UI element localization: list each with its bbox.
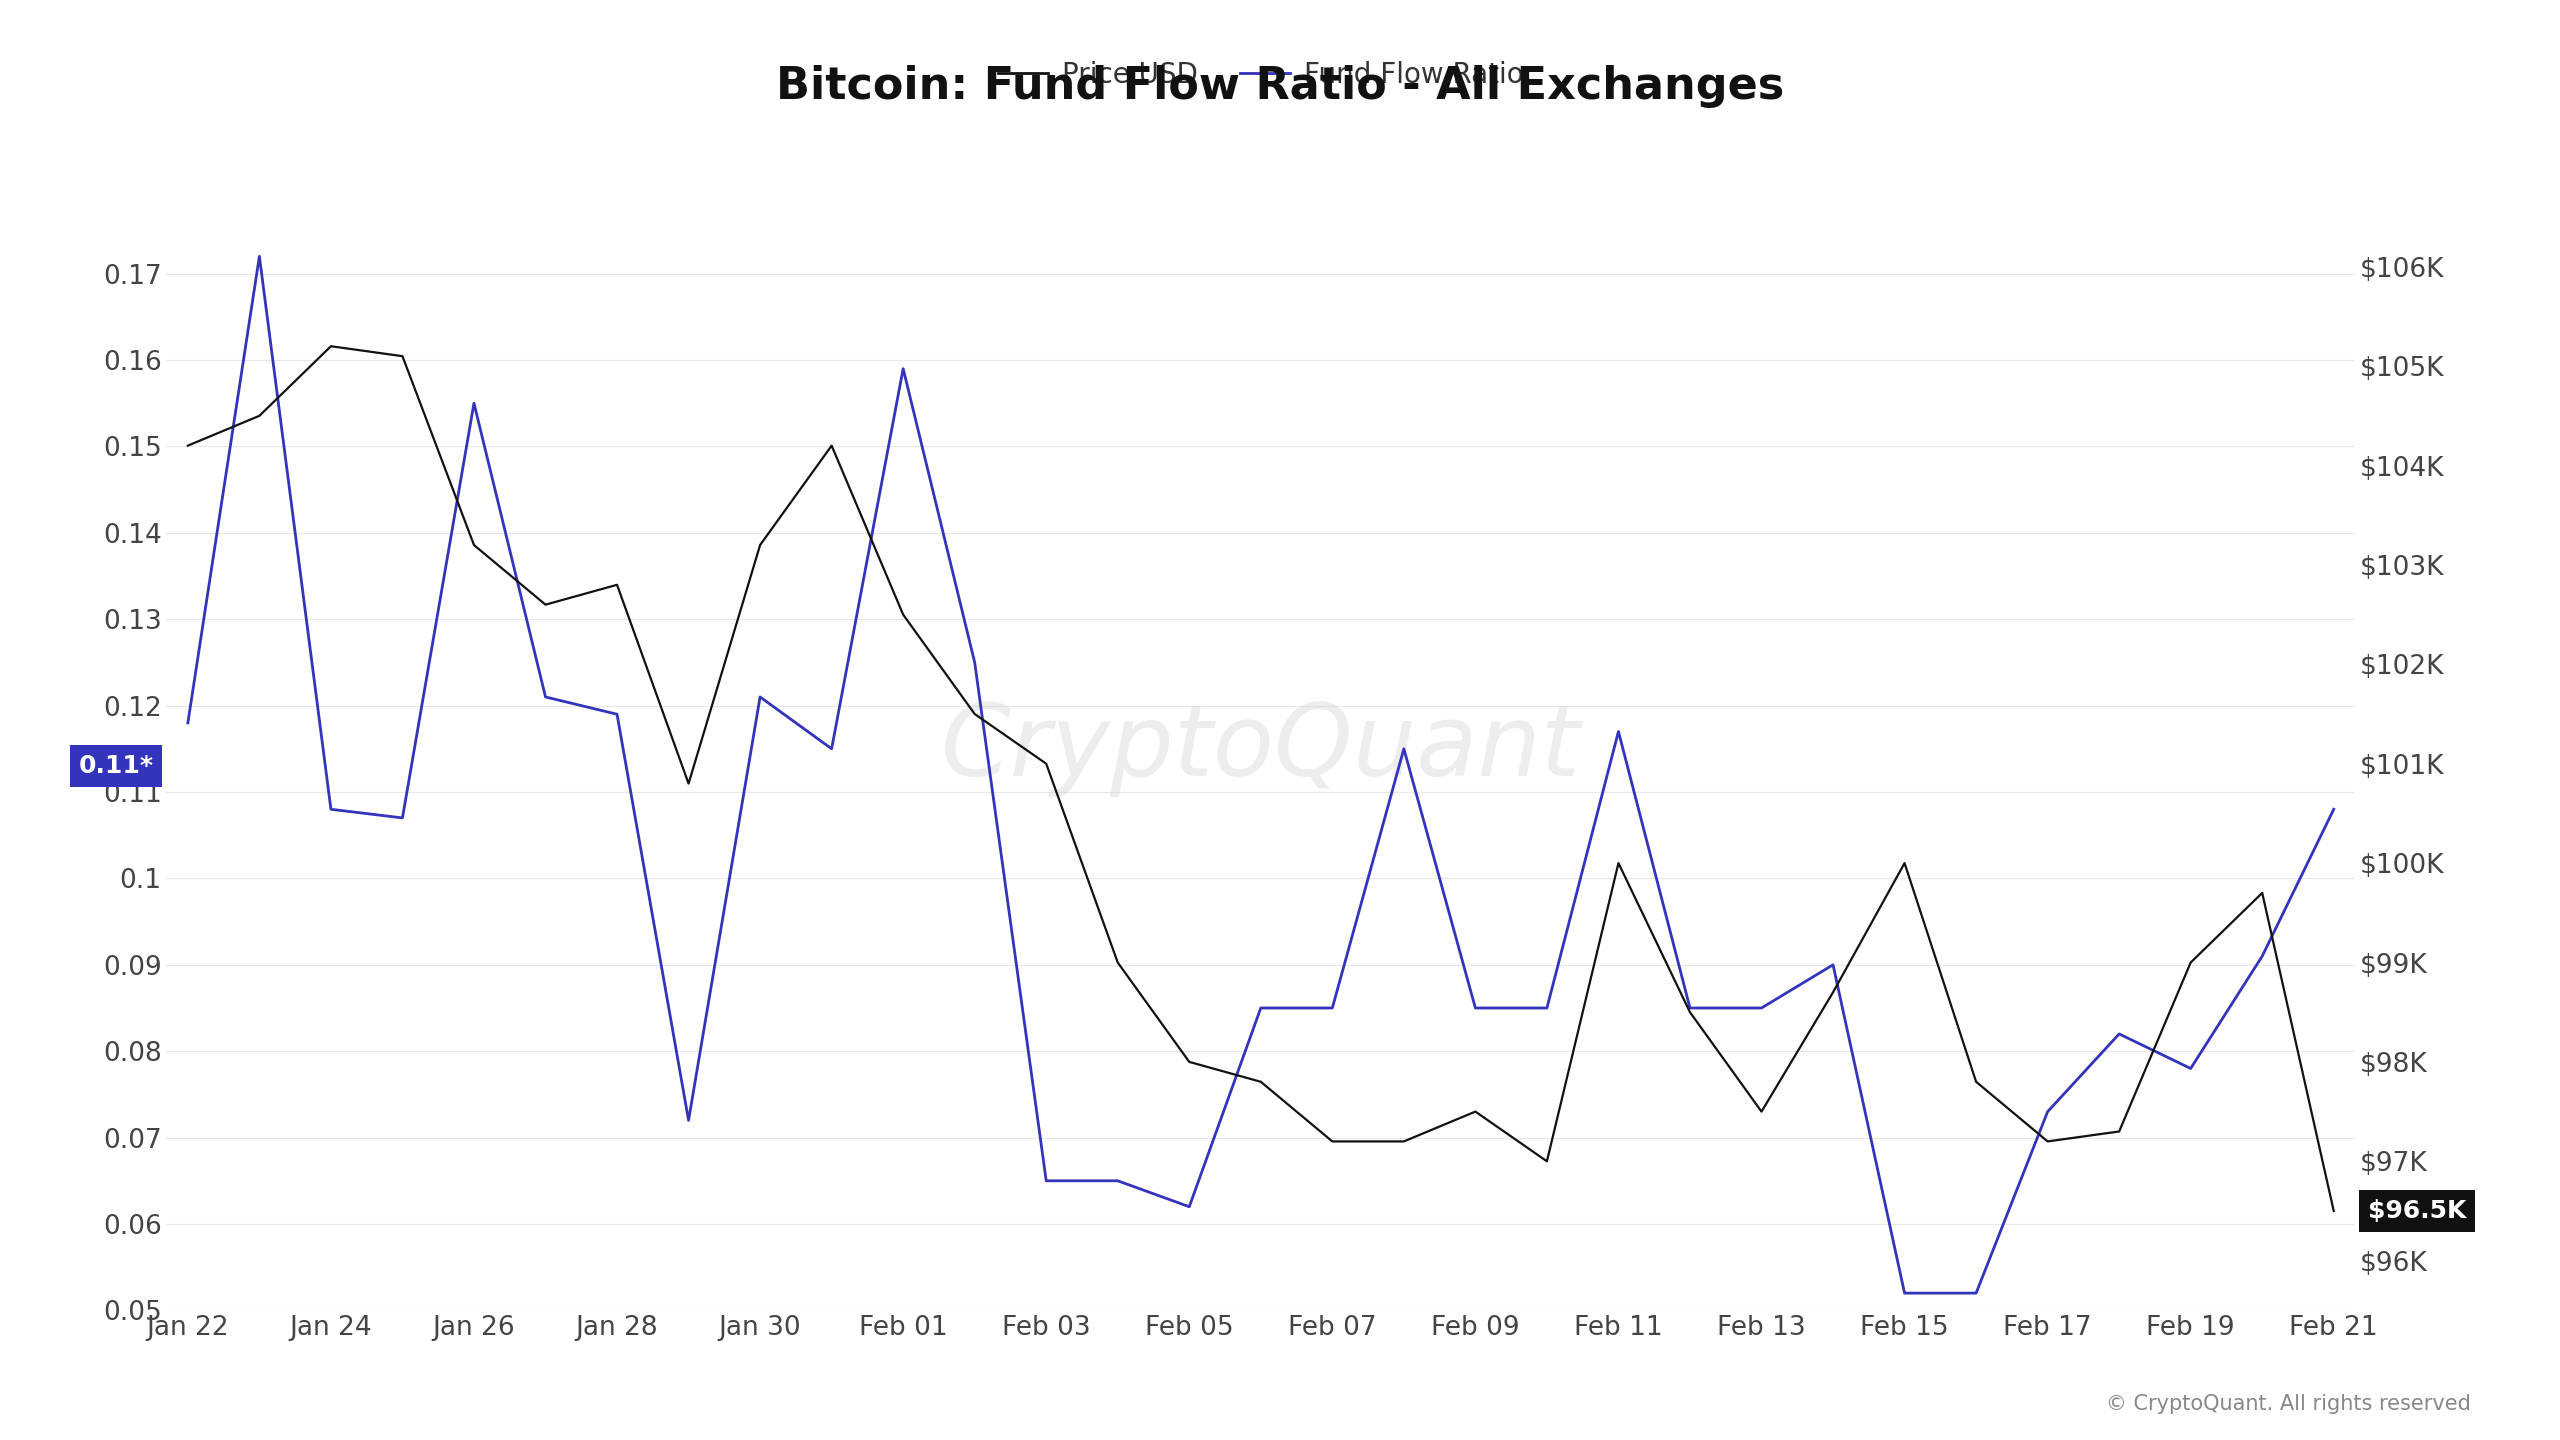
Text: © CryptoQuant. All rights reserved: © CryptoQuant. All rights reserved [2104, 1394, 2470, 1414]
Text: Bitcoin: Fund Flow Ratio - All Exchanges: Bitcoin: Fund Flow Ratio - All Exchanges [776, 65, 1784, 108]
Text: $96.5K: $96.5K [2368, 1200, 2465, 1223]
Text: 0.11*: 0.11* [79, 755, 154, 778]
Legend: Price USD, Fund Flow Ratio: Price USD, Fund Flow Ratio [988, 49, 1533, 99]
Text: CryptoQuant: CryptoQuant [942, 700, 1582, 798]
